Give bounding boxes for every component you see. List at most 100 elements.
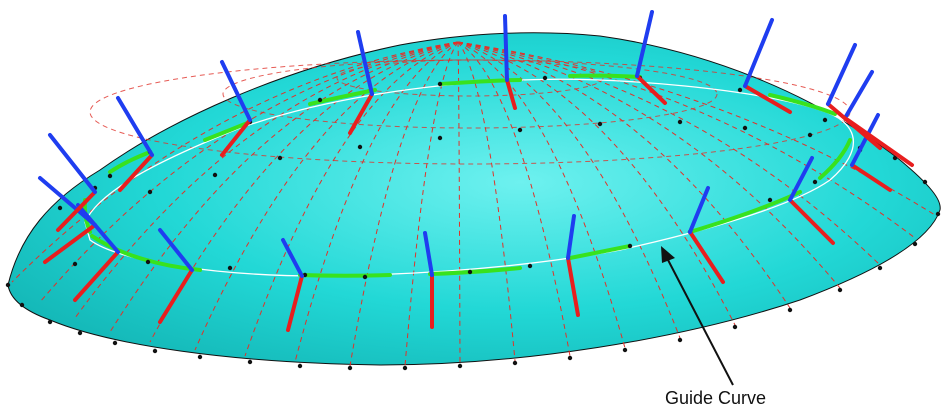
normal-vector [423,231,434,277]
isoline [457,41,626,349]
normal-vector [850,113,880,167]
point-marker [922,179,928,185]
point-marker [742,125,748,131]
point-marker [767,197,773,203]
point-marker [622,347,628,353]
point-marker [277,155,283,161]
frame-vectors [38,10,914,332]
highlight-segment [428,266,522,276]
point-marker [597,121,603,127]
isoline [194,41,459,351]
annotation-arrow [661,246,734,386]
normal-vector [826,43,857,106]
isoline [74,41,459,319]
point-marker [19,302,25,308]
normal-vector [503,14,509,82]
guide-curve-label: Guide Curve [665,388,767,408]
highlight-segment [568,244,632,260]
point-marker [812,179,818,185]
point-marker [912,241,918,247]
point-marker [807,132,813,138]
normal-vector [356,30,374,96]
point-marker [347,365,353,371]
normal-vector [116,96,154,157]
point-marker [47,319,53,325]
normal-vector [220,60,252,122]
highlight-segment [90,234,202,272]
point-marker [107,173,113,179]
point-marker [527,263,533,269]
isoline [294,41,459,363]
point-marker [57,205,63,211]
point-marker [892,155,898,161]
point-marker [677,337,683,343]
point-marker [227,265,233,271]
tangent-vector [158,268,194,324]
point-marker [837,287,843,293]
highlight-segment [108,150,152,174]
normal-vector [688,186,710,234]
point-marker [737,87,743,93]
tangent-vector [826,102,882,150]
isoline [457,41,881,266]
tangent-vector [688,230,725,284]
point-marker [787,307,793,313]
point-marker [542,75,548,81]
tangent-vector [743,84,792,114]
tangent-vector [56,190,97,232]
point-marker [247,359,253,365]
tangent-vector [348,92,374,135]
point-marker [517,127,523,133]
point-marker [357,144,363,150]
point-marker [457,363,463,369]
tangent-vector [788,198,835,245]
point-marker [935,211,941,217]
point-marker [437,135,443,141]
point-marker [112,340,118,346]
isoline [457,41,571,357]
tangent-vector [505,78,517,110]
tangent-vector [220,118,252,157]
isoline [109,41,459,333]
tangent-vector [286,274,304,332]
tangent-vector [73,250,120,302]
point-marker [822,117,828,123]
point-marker [627,243,633,249]
point-marker [512,360,518,366]
point-marker [402,365,408,371]
point-marker [362,274,368,280]
tangent-vector [566,256,580,317]
highlight-segment [568,73,642,79]
normal-vector [158,228,194,272]
point-marker [72,261,78,267]
isoline [457,41,791,309]
normal-vector [281,238,304,278]
point-marker [145,259,151,265]
isoline [457,41,516,362]
tangent-vector [635,74,667,105]
isoline [244,41,459,357]
tangent-vector [43,223,97,264]
point-marker [147,189,153,195]
isoline [457,41,841,289]
point-marker [152,348,158,354]
isoline [149,41,459,343]
point-marker [567,355,573,361]
isoline [349,41,459,367]
normal-vector [743,18,774,88]
point-marker [437,81,443,87]
highlight-segment [768,93,837,116]
tangent-vector [850,163,892,192]
normal-vector [76,203,120,254]
normal-vector [48,133,97,194]
normal-vector [566,214,576,260]
normal-vector [635,10,654,78]
highlight-segment [438,78,522,86]
point-marker [677,119,683,125]
isoline [457,41,461,365]
point-marker [877,265,883,271]
point-marker [5,282,11,288]
isoline [457,41,681,339]
highlight-segment [818,138,852,180]
